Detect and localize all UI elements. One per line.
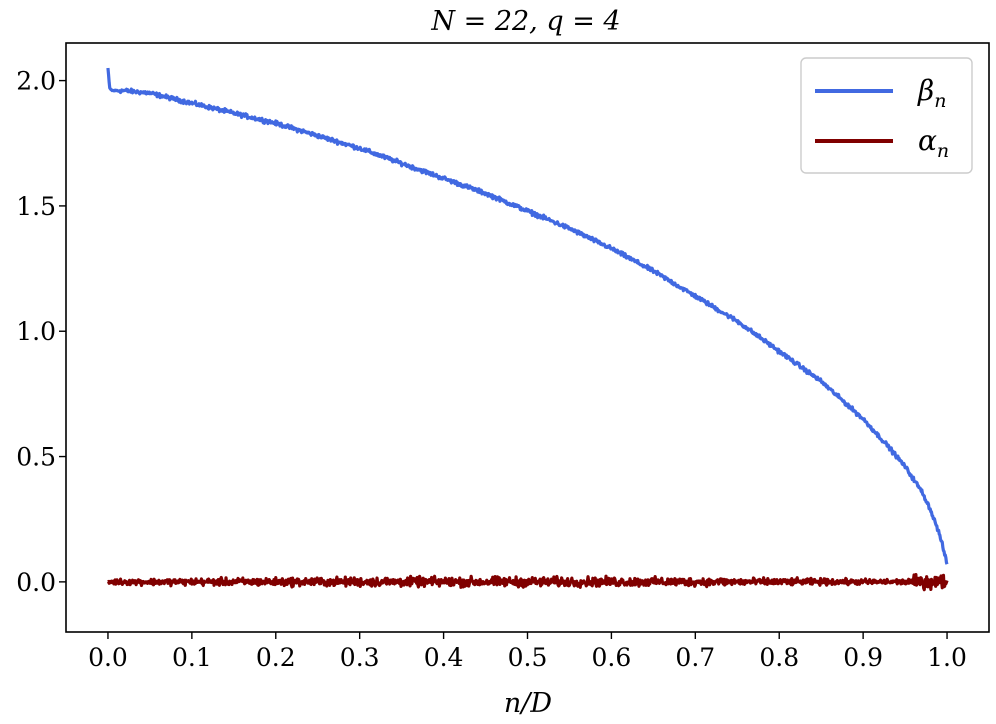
y-tick-label: 2.0 [16, 67, 56, 96]
x-tick-label: 0.5 [508, 643, 548, 672]
legend-subscript: n [937, 140, 949, 162]
series-layer [106, 67, 949, 592]
legend-subscript: n [934, 90, 946, 112]
x-tick-label: 0.4 [424, 643, 464, 672]
y-axis: 0.0 0.5 1.0 1.5 2.0 [16, 67, 66, 597]
y-tick-label: 1.0 [16, 317, 56, 346]
legend-box [800, 57, 973, 174]
y-tick-label: 0.0 [16, 568, 56, 597]
x-tick-label: 0.0 [88, 643, 128, 672]
legend-symbol: β [917, 74, 934, 107]
x-tick-label: 0.3 [340, 643, 380, 672]
series-line-beta [106, 67, 949, 565]
x-axis: 0.0 0.1 0.2 0.3 0.4 0.5 0.6 0.7 0.8 0.9 1.0 [88, 632, 967, 672]
x-tick-label: 0.1 [172, 643, 212, 672]
x-axis-label: n/D [504, 688, 552, 719]
x-tick-label: 0.9 [843, 643, 883, 672]
x-tick-label: 0.7 [675, 643, 715, 672]
x-tick-label: 1.0 [927, 643, 967, 672]
chart-title: N = 22, q = 4 [430, 6, 620, 37]
x-tick-label: 0.2 [256, 643, 296, 672]
x-tick-label: 0.8 [759, 643, 799, 672]
y-tick-label: 1.5 [16, 192, 56, 221]
x-tick-label: 0.6 [592, 643, 632, 672]
series-line-alpha [106, 572, 949, 592]
legend-entry: αn [918, 124, 949, 162]
y-tick-label: 0.5 [16, 443, 56, 472]
legend-symbol: α [918, 124, 937, 157]
legend-entry: βn [917, 74, 946, 112]
